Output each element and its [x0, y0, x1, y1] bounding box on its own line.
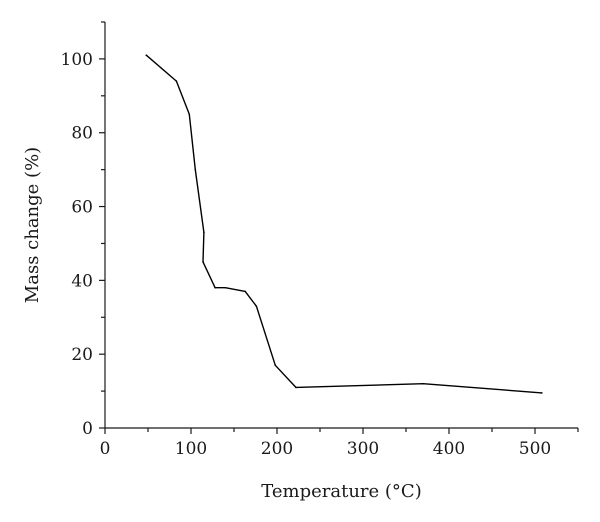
x-tick-label: 0 [100, 439, 111, 459]
series-line-0 [145, 54, 542, 394]
y-tick-label: 80 [71, 124, 93, 144]
data-point [274, 364, 277, 367]
data-point [194, 168, 197, 171]
data-point [244, 290, 246, 293]
data-point [145, 54, 148, 57]
data-point [295, 386, 297, 389]
x-tick-label: 200 [261, 439, 293, 459]
data-point [202, 261, 204, 263]
y-axis-label: Mass change (%) [22, 147, 43, 303]
y-tick-label: 60 [71, 198, 93, 218]
axis-frame [104, 22, 578, 429]
data-point [214, 286, 216, 289]
series-group [145, 54, 543, 394]
data-point [422, 382, 425, 385]
data-point [224, 286, 227, 289]
y-tick-label: 20 [71, 345, 93, 365]
y-tick-label: 40 [71, 271, 93, 291]
y-axis-ticks: 0 20 40 60 80 100 [61, 21, 105, 439]
x-tick-label: 400 [433, 439, 465, 459]
data-point [255, 305, 258, 308]
data-point [175, 80, 178, 82]
data-point [188, 113, 191, 116]
y-tick-label: 0 [82, 419, 93, 439]
x-axis-label: Temperature (°C) [261, 481, 421, 502]
x-axis-ticks: 0 100 200 300 400 500 [100, 428, 579, 459]
x-tick-label: 500 [519, 439, 551, 459]
axes [104, 22, 578, 429]
y-tick-label: 100 [61, 50, 93, 70]
data-point [541, 392, 543, 394]
data-point [203, 231, 205, 234]
x-tick-label: 100 [175, 439, 207, 459]
x-tick-label: 300 [347, 439, 379, 459]
